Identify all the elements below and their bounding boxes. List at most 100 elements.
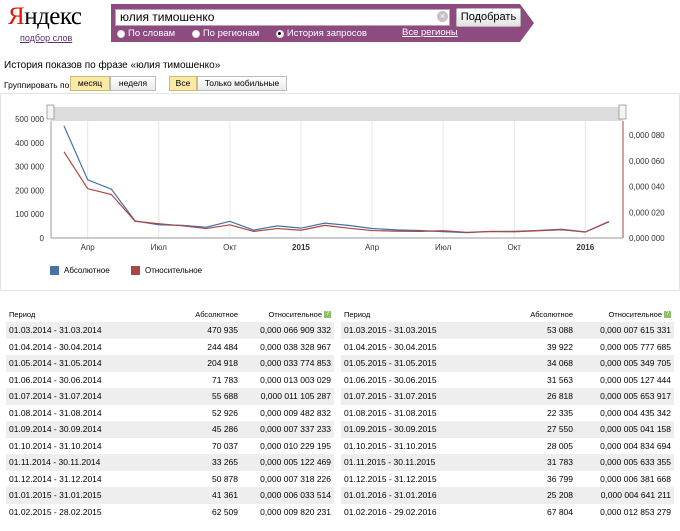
cell-absolute: 31 783 [506,454,576,471]
y-left-tick-label: 400 000 [15,139,44,148]
search-bar-arrow [520,4,534,42]
cell-relative: 0,000 005 633 355 [576,454,674,471]
cell-absolute: 41 361 [171,487,241,504]
col-absolute: Абсолютное [530,309,573,319]
radio-by-words[interactable]: По словам [117,28,175,39]
col-period: Период [9,309,36,319]
submit-button[interactable]: Подобрать [456,8,521,27]
cell-relative: 0,000 033 774 853 [241,355,334,372]
table-row: 01.06.2014 - 30.06.2014 71 783 0,000 013 0… [6,372,334,389]
legend-swatch-absolute [50,266,59,275]
wordstat-link[interactable]: подбор слов [20,33,73,43]
x-tick-label: Июл [151,243,168,252]
cell-period: 01.07.2014 - 31.07.2014 [6,388,171,405]
table-row: 01.10.2014 - 31.10.2014 70 037 0,000 010 2… [6,438,334,455]
cell-absolute: 27 550 [506,421,576,438]
cell-period: 01.06.2015 - 30.06.2015 [344,374,437,385]
table-row: 01.02.2015 - 28.02.2015 62 509 0,000 009 8… [6,504,334,521]
table-row: 01.07.2014 - 31.07.2014 55 688 0,000 011 1… [6,388,334,405]
table-row: 01.05.2014 - 31.05.2014 204 918 0,000 033 … [6,355,334,372]
y-right-tick-label: 0,000 060 [629,157,665,166]
cell-absolute: 33 265 [171,454,241,471]
radio-by-regions[interactable]: По регионам [191,28,259,39]
cell-period: 01.09.2015 - 30.09.2015 [341,421,506,438]
navigator-bar [51,107,623,121]
regions-link[interactable]: Все регионы [402,27,458,38]
cell-relative: 0,000 007 318 226 [260,473,331,484]
cell-absolute: 31 563 [547,374,573,385]
cell-absolute: 67 804 [547,506,573,517]
table-row: 01.08.2014 - 31.08.2014 52 926 0,000 009 4… [6,405,334,422]
table-row: 01.10.2015 - 31.10.2015 28 005 0,000 004 8… [341,438,674,455]
legend-relative[interactable]: Относительное [131,266,202,275]
x-tick-label: Апр [365,243,380,252]
y-left-tick-label: 200 000 [15,186,44,195]
cell-period: 01.06.2014 - 30.06.2014 [9,374,102,385]
cell-relative: 0,000 007 337 233 [241,421,334,438]
x-tick-label: 2015 [292,243,310,252]
navigator-handle-left [46,104,55,120]
cell-relative: 0,000 005 653 917 [576,388,674,405]
yandex-logo[interactable]: Яндекс [8,3,82,30]
x-tick-label: Июл [435,243,452,252]
cell-absolute: 39 922 [547,341,573,352]
mobile-only-button[interactable]: Только мобильные [197,76,287,91]
search-input[interactable]: юлия тимошенко [115,9,450,26]
cell-relative: 0,000 005 777 685 [600,341,671,352]
navigator-handle-right [618,104,627,120]
cell-period: 01.12.2014 - 31.12.2014 [9,473,102,484]
cell-relative: 0,000 006 033 514 [241,487,334,504]
table-row: 01.01.2015 - 31.01.2015 41 361 0,000 006 0… [6,487,334,504]
table-row: 01.02.2016 - 29.02.2016 67 804 0,000 012 8… [341,504,674,521]
col-period: Период [344,309,371,319]
table-row: 01.12.2015 - 31.12.2015 36 799 0,000 006 3… [341,471,674,488]
cell-period: 01.03.2014 - 31.03.2014 [6,322,171,339]
col-absolute: Абсолютное [195,309,238,319]
cell-absolute: 470 935 [171,322,241,339]
cell-period: 01.09.2014 - 30.09.2014 [6,421,171,438]
info-icon[interactable]: ? [664,311,671,319]
cell-relative: 0,000 004 641 211 [576,487,674,504]
col-relative: Относительное? [268,309,331,319]
cell-relative: 0,000 005 349 705 [576,355,674,372]
series-line-absolute [63,125,610,234]
cell-relative: 0,000 066 909 332 [241,322,334,339]
cell-relative: 0,000 013 003 029 [260,374,331,385]
cell-absolute: 55 688 [171,388,241,405]
cell-period: 01.05.2015 - 31.05.2015 [341,355,506,372]
cell-absolute: 244 484 [207,341,238,352]
table-row: 01.09.2015 - 30.09.2015 27 550 0,000 005 0… [341,421,674,438]
cell-absolute: 28 005 [547,440,573,451]
week-button[interactable]: неделя [110,76,156,91]
table-row: 01.08.2015 - 31.08.2015 22 335 0,000 004 4… [341,405,674,422]
cell-relative: 0,000 005 041 158 [576,421,674,438]
y-right-tick-label: 0,000 000 [629,234,665,243]
cell-relative: 0,000 011 105 287 [241,388,334,405]
x-tick-label: 2016 [576,243,594,252]
month-button[interactable]: месяц [70,76,110,91]
history-chart: Апр Июл Окт 2015 Апр Июл Окт 2016 0 100 000 200 00… [15,104,665,252]
cell-relative: 0,000 007 615 331 [576,322,674,339]
cell-relative: 0,000 004 834 694 [600,440,671,451]
cell-relative: 0,000 005 122 469 [241,454,334,471]
radio-history[interactable]: История запросов [275,28,367,39]
cell-absolute: 70 037 [212,440,238,451]
cell-absolute: 204 918 [171,355,241,372]
legend-absolute[interactable]: Абсолютное [50,266,110,275]
y-right-tick-label: 0,000 080 [629,131,665,140]
clear-icon[interactable]: × [437,11,448,22]
history-table-right: Период Абсолютное Относительное? 01.03.2… [341,306,674,520]
y-left-tick-label: 300 000 [15,163,44,172]
table-row: 01.12.2014 - 31.12.2014 50 878 0,000 007 3… [6,471,334,488]
cell-period: 01.03.2015 - 31.03.2015 [341,322,506,339]
cell-absolute: 25 208 [506,487,576,504]
x-tick-label: Окт [507,243,521,252]
cell-absolute: 50 878 [212,473,238,484]
history-table-left: Период Абсолютное Относительное? 01.03.2… [6,306,334,520]
col-relative: Относительное? [608,309,671,319]
cell-period: 01.02.2016 - 29.02.2016 [344,506,437,517]
cell-period: 01.01.2015 - 31.01.2015 [6,487,171,504]
info-icon[interactable]: ? [324,311,331,319]
cell-period: 01.05.2014 - 31.05.2014 [6,355,171,372]
all-devices-button[interactable]: Все [169,76,197,91]
